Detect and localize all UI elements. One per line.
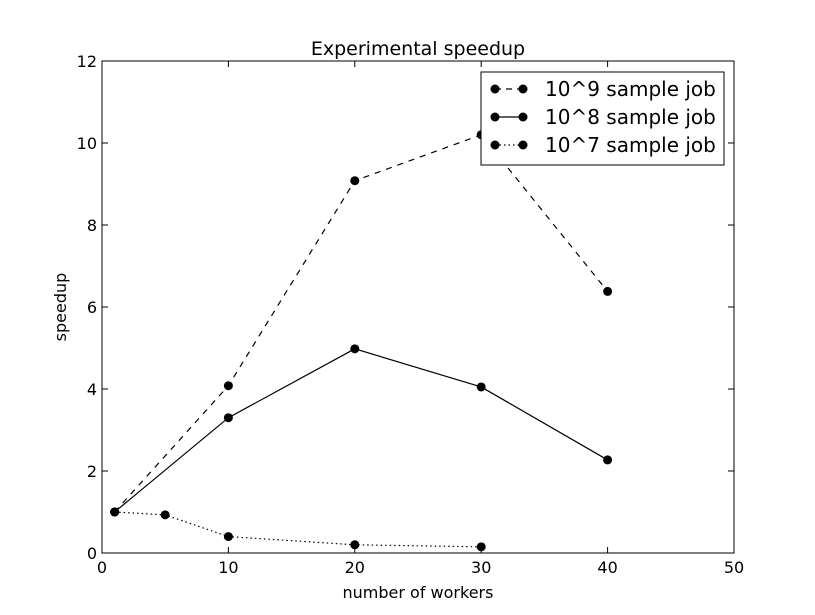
data-point [603, 455, 613, 465]
series-line [114, 511, 482, 548]
chart-title: Experimental speedup [311, 38, 525, 60]
legend-marker [490, 140, 500, 150]
data-point [350, 344, 360, 354]
y-tick-label: 2 [87, 462, 97, 481]
legend: 10^9 sample job 10^8 sample job 10^7 sampl… [480, 71, 725, 166]
data-point [160, 510, 170, 520]
series-layer [110, 130, 613, 552]
data-point [350, 176, 360, 186]
series-line [114, 134, 609, 513]
y-tick-label: 12 [77, 52, 97, 71]
x-tick-label: 40 [597, 558, 617, 577]
y-axis-title: speedup [51, 273, 70, 342]
legend-label: 10^8 sample job [545, 105, 716, 129]
y-tick-label: 4 [87, 380, 97, 399]
x-tick-label: 10 [218, 558, 238, 577]
legend-marker [518, 140, 528, 150]
x-axis-title: number of workers [343, 583, 494, 602]
y-tick-label: 0 [87, 544, 97, 563]
y-tick-label: 6 [87, 298, 97, 317]
legend-marker [518, 112, 528, 122]
data-point [110, 507, 120, 517]
x-tick-label: 30 [471, 558, 491, 577]
legend-entry: 10^9 sample job [490, 77, 716, 101]
data-point [603, 286, 613, 296]
series-1 [110, 130, 613, 517]
legend-label: 10^7 sample job [545, 133, 716, 157]
legend-label: 10^9 sample job [545, 77, 716, 101]
legend-entry: 10^7 sample job [490, 133, 716, 157]
data-point [223, 532, 233, 542]
data-point [350, 540, 360, 550]
x-tick-label: 0 [97, 558, 107, 577]
legend-marker [490, 112, 500, 122]
y-tick-label: 8 [87, 216, 97, 235]
x-tick-label: 50 [724, 558, 744, 577]
legend-marker [518, 84, 528, 94]
x-tick-label: 20 [345, 558, 365, 577]
data-point [223, 381, 233, 391]
series-3 [110, 507, 486, 552]
legend-entry: 10^8 sample job [490, 105, 716, 129]
data-point [476, 542, 486, 552]
axis-ticks: 0 10 20 30 40 50 0 2 4 6 8 10 12 [77, 52, 745, 577]
data-point [223, 413, 233, 423]
y-tick-label: 10 [77, 134, 97, 153]
legend-marker [490, 84, 500, 94]
series-2 [110, 344, 613, 517]
data-point [476, 382, 486, 392]
